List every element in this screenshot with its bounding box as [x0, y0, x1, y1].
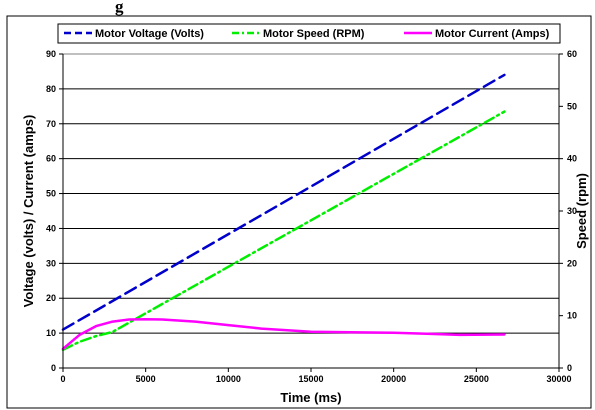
chart-frame [6, 15, 592, 409]
y-axis-title: Voltage (volts) / Current (amps) [21, 115, 36, 308]
y-tick-label: 50 [46, 189, 56, 199]
y-tick-label: 40 [46, 223, 56, 233]
y2-tick-label: 60 [567, 49, 577, 59]
series-line [61, 317, 506, 351]
x-tick-label: 25000 [464, 374, 489, 384]
x-tick-label: 20000 [381, 374, 406, 384]
x-tick-label: 15000 [298, 374, 323, 384]
legend: Motor Voltage (Volts) Motor Speed (RPM) Mo… [57, 23, 561, 44]
y2-tick-label: 20 [567, 258, 577, 268]
x-tick-label: 5000 [136, 374, 156, 384]
chart-title: g [115, 0, 124, 16]
y-tick-label: 70 [46, 119, 56, 129]
y2-tick-label: 0 [567, 363, 572, 373]
legend-label: Motor Speed (RPM) [263, 28, 365, 40]
axes: 0 10 20 30 40 50 60 70 80 90 0 10 20 30 40 50 60 0 5000 100… [46, 49, 577, 384]
y2-axis-title: Speed (rpm) [574, 173, 589, 249]
y-tick-label: 0 [51, 363, 56, 373]
x-tick-label: 0 [60, 374, 65, 384]
x-tick-label: 30000 [546, 374, 571, 384]
y-tick-label: 90 [46, 49, 56, 59]
legend-label: Motor Voltage (Volts) [95, 28, 204, 40]
series-line [61, 73, 506, 331]
y2-tick-label: 10 [567, 311, 577, 321]
y-tick-label: 80 [46, 84, 56, 94]
x-axis-title: Time (ms) [280, 390, 341, 405]
y2-tick-label: 30 [567, 206, 577, 216]
legend-label: Motor Current (Amps) [435, 28, 550, 40]
series-lines [61, 73, 506, 351]
y2-tick-label: 40 [567, 154, 577, 164]
x-tick-label: 10000 [216, 374, 241, 384]
grid-lines [63, 88, 559, 334]
y-tick-label: 30 [46, 258, 56, 268]
y-tick-label: 10 [46, 328, 56, 338]
y-tick-label: 60 [46, 154, 56, 164]
series-line [61, 110, 506, 351]
y2-tick-label: 50 [567, 101, 577, 111]
legend-box [57, 23, 561, 44]
y-tick-label: 20 [46, 293, 56, 303]
